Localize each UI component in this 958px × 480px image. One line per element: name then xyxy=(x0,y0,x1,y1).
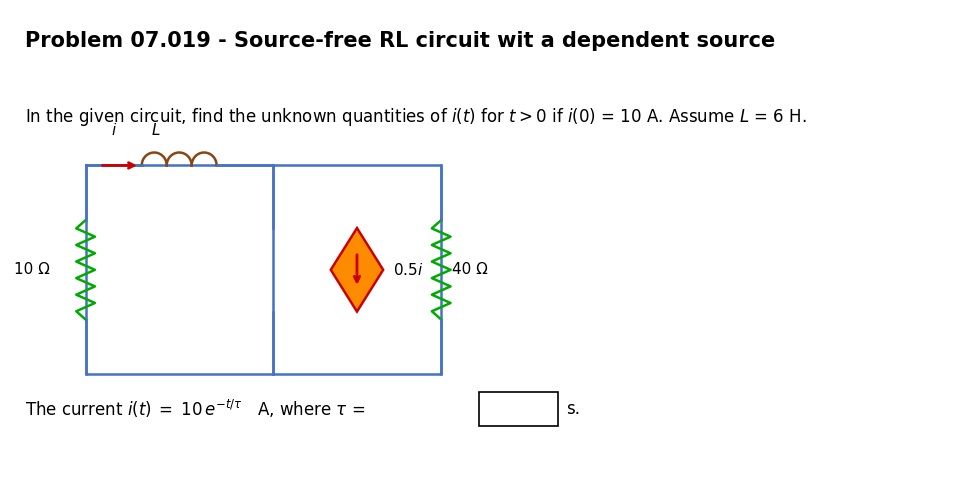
Text: 40 Ω: 40 Ω xyxy=(452,263,489,277)
Text: The current $i(t)\;=\;10\,e^{-t/\tau}$   A, where $\tau$ =: The current $i(t)\;=\;10\,e^{-t/\tau}$ A… xyxy=(25,398,365,420)
Text: $L$: $L$ xyxy=(151,121,161,138)
Polygon shape xyxy=(331,228,383,312)
Text: In the given circuit, find the unknown quantities of $i(t)$ for $t > 0$ if $i(0): In the given circuit, find the unknown q… xyxy=(25,106,807,128)
Text: Problem 07.019 - Source-free RL circuit wit a dependent source: Problem 07.019 - Source-free RL circuit … xyxy=(25,31,775,51)
Text: 10 Ω: 10 Ω xyxy=(14,263,50,277)
Text: s.: s. xyxy=(565,400,580,418)
Text: $i$: $i$ xyxy=(110,121,117,138)
Text: 0.5$i$: 0.5$i$ xyxy=(393,262,422,278)
FancyBboxPatch shape xyxy=(479,392,559,426)
